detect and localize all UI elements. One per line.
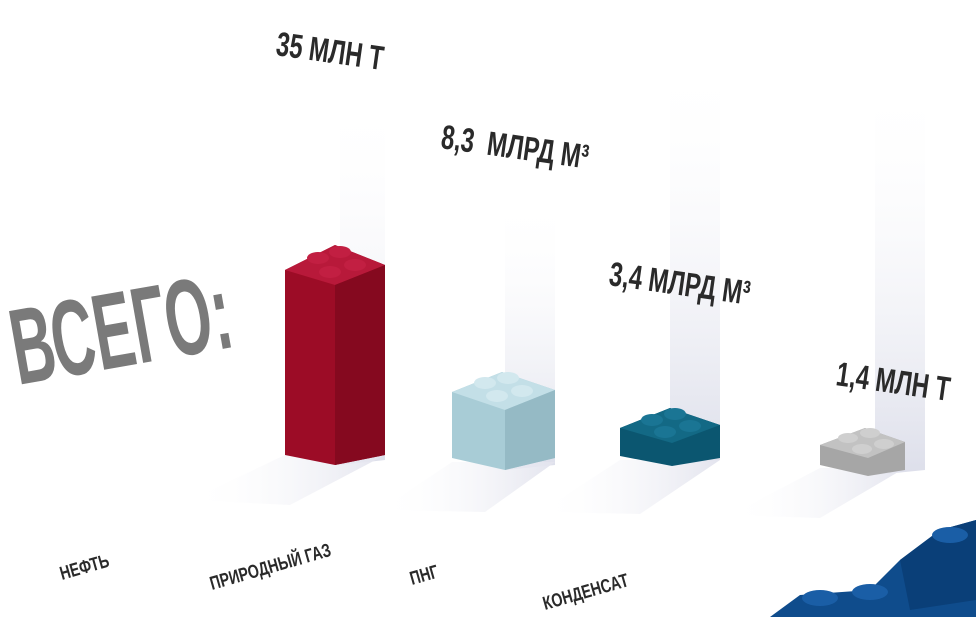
amount: 8,3 МЛРД М³ (439, 118, 591, 177)
floor-shadows (190, 455, 905, 518)
brick-red (285, 245, 385, 465)
amount: 35 МЛН Т (274, 25, 386, 78)
title: ВСЕГО: (1, 251, 240, 408)
brick-gray (820, 428, 905, 476)
amount: 1,4 МЛН Т (834, 355, 953, 409)
brick-light-blue (452, 372, 555, 470)
brick-teal (620, 408, 720, 466)
category-label: ПРИРОДНЫЙ ГАЗ (207, 539, 333, 594)
corner-blocks (770, 520, 976, 617)
category-label: НЕФТЬ (57, 550, 111, 585)
category-label: КОНДЕНСАТ (540, 569, 631, 614)
category-label: ПНГ (407, 561, 441, 590)
